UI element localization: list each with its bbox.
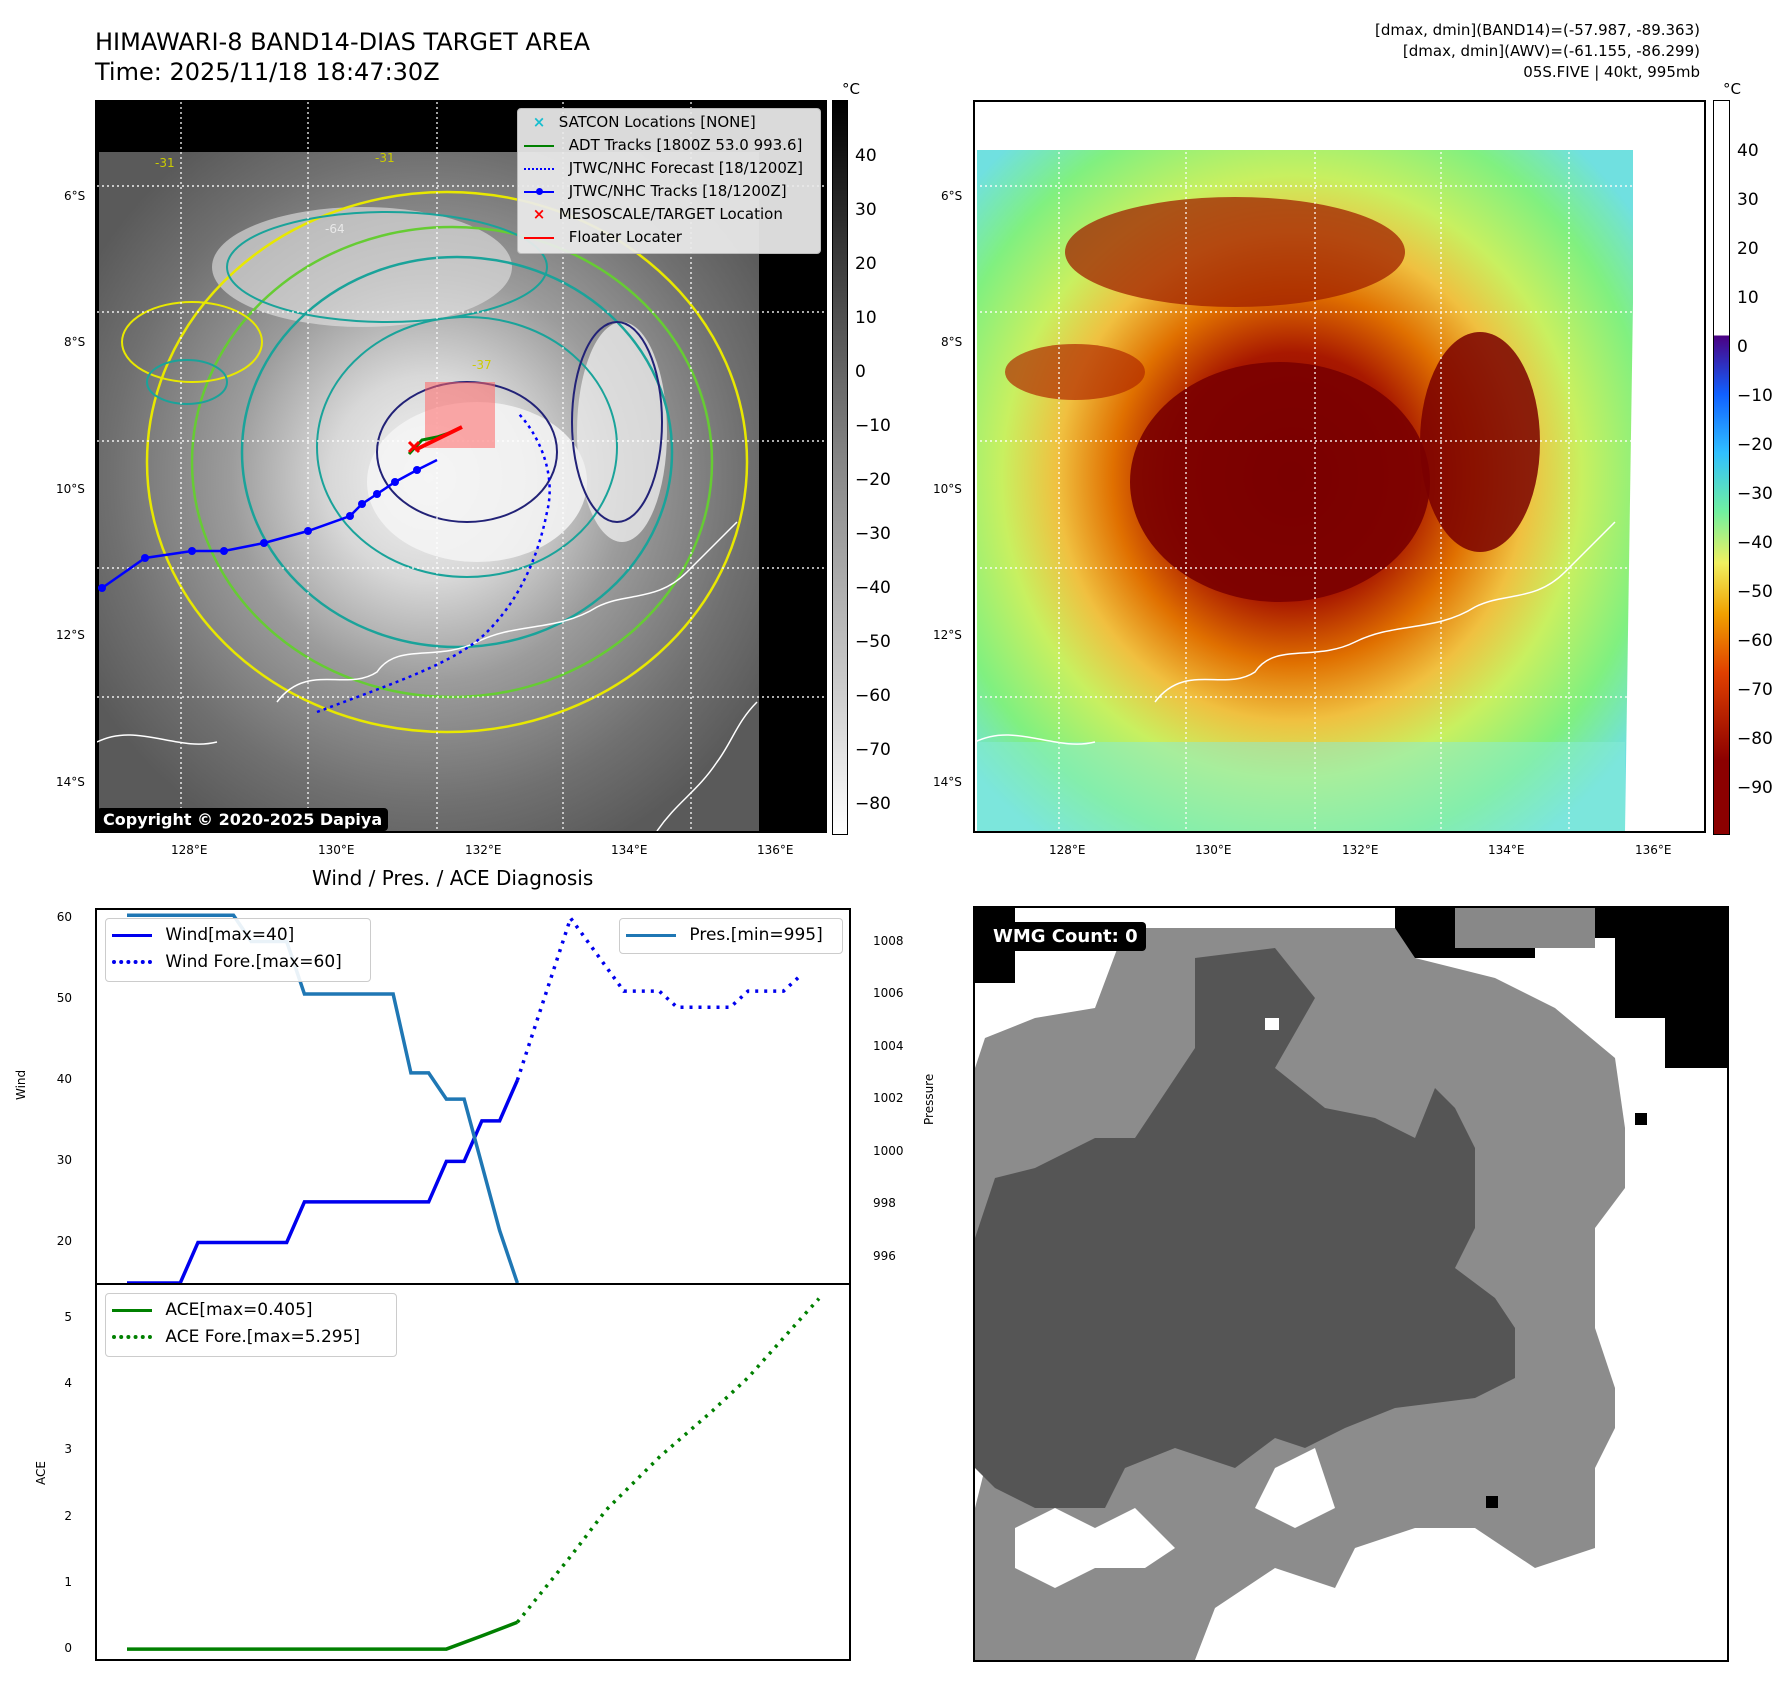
wind-tick-label: 30 [56,1153,72,1168]
series-line-1 [515,914,803,1081]
wind-legend: Wind[max=40] Wind Fore.[max=60] [105,918,371,982]
ace-tick-label: 4 [64,1376,72,1391]
x-marker-icon: × [532,205,546,223]
legend-mesoscale: × MESOSCALE/TARGET Location [524,205,783,223]
legend-wind: Wind[max=40] [112,925,294,945]
legend-satcon: × SATCON Locations [NONE] [524,113,756,131]
legend-jtwc-forecast: JTWC/NHC Forecast [18/1200Z] [524,159,803,177]
contour-label: -31 [375,151,395,165]
legend-adt-tracks: ADT Tracks [1800Z 53.0 993.6] [524,136,802,154]
wind-pressure-panel: Wind[max=40] Wind Fore.[max=60] Pres.[mi… [95,908,851,1285]
lon-label: 130°E [1195,843,1232,857]
dotted-line-icon [112,1335,152,1339]
wind-tick-label: 50 [56,991,72,1006]
line-marker-icon [626,933,676,937]
page-subtitle-time: Time: 2025/11/18 18:47:30Z [95,58,440,86]
awv-colorbar-unit: °C [1723,80,1741,98]
wind-axis-label: Wind [14,1069,28,1100]
pressure-tick-label: 1004 [873,1038,904,1053]
wind-tick-label: 20 [56,1234,72,1249]
ace-plot [127,1297,821,1651]
ir-colorbar [832,100,848,835]
line-marker-icon [524,144,554,147]
lon-label: 130°E [318,843,355,857]
info-storm-summary: 05S.FIVE | 40kt, 995mb [1523,63,1700,81]
lon-label: 128°E [1049,843,1086,857]
diagnosis-title: Wind / Pres. / ACE Diagnosis [312,866,594,890]
pressure-tick-label: 996 [873,1248,896,1263]
lon-label: 132°E [465,843,502,857]
lat-label: 12°S [933,628,962,642]
line-marker-icon [524,236,554,239]
contour-label: -31 [155,156,175,170]
lon-label: 128°E [171,843,208,857]
wind-tick-label: 40 [56,1072,72,1087]
lon-label: 134°E [1488,843,1525,857]
lat-label: 10°S [56,482,85,496]
wind-tick-label: 60 [56,910,72,925]
legend-ace: ACE[max=0.405] [112,1300,313,1320]
lat-label: 8°S [941,335,963,349]
pressure-tick-label: 1000 [873,1143,904,1158]
lat-label: 8°S [64,335,86,349]
lon-label: 136°E [757,843,794,857]
ace-tick-label: 3 [64,1442,72,1457]
awv-map-panel [973,100,1706,833]
legend-jtwc-tracks: JTWC/NHC Tracks [18/1200Z] [524,182,787,200]
lat-label: 10°S [933,482,962,496]
lon-label: 136°E [1635,843,1672,857]
line-marker-icon [112,1308,152,1312]
contour-label: -37 [472,358,492,372]
wmg-image [975,908,1727,1660]
ir-map-legend: × SATCON Locations [NONE] ADT Tracks [18… [517,108,821,254]
ace-tick-label: 5 [64,1310,72,1325]
ace-tick-label: 1 [64,1574,72,1589]
pressure-tick-label: 1008 [873,933,904,948]
awv-colorbar [1713,100,1730,835]
legend-floater: Floater Locater [524,228,682,246]
wmg-panel: WMG Count: 0 [973,906,1729,1662]
ace-series-line-1 [515,1297,821,1624]
line-dot-icon [524,187,554,195]
legend-wind-forecast: Wind Fore.[max=60] [112,952,342,972]
ir-colorbar-unit: °C [842,80,860,98]
x-marker-icon: × [532,113,546,131]
ace-axis-label: ACE [34,1461,48,1485]
wmg-count-badge: WMG Count: 0 [985,922,1146,951]
ace-series-line-0 [127,1620,518,1651]
ir-map-panel: -31 -31 -64 -37 × SATCON Locations [NONE… [95,100,827,833]
ace-tick-label: 0 [64,1641,72,1656]
dotted-line-icon [112,960,152,964]
lat-label: 6°S [64,189,86,203]
ace-legend: ACE[max=0.405] ACE Fore.[max=5.295] [105,1293,397,1357]
legend-pressure: Pres.[min=995] [626,925,823,945]
info-awv-range: [dmax, dmin](AWV)=(-61.155, -86.299) [1402,42,1700,60]
lat-label: 14°S [56,775,85,789]
line-marker-icon [112,933,152,937]
ace-tick-label: 2 [64,1508,72,1523]
page-title: HIMAWARI-8 BAND14-DIAS TARGET AREA [95,28,591,56]
dotted-line-icon [524,167,554,170]
pressure-tick-label: 998 [873,1196,896,1211]
pressure-legend: Pres.[min=995] [619,918,843,954]
pressure-tick-label: 1006 [873,986,904,1001]
lat-label: 14°S [933,775,962,789]
series-line-0 [127,1079,519,1283]
legend-ace-forecast: ACE Fore.[max=5.295] [112,1327,360,1347]
copyright-badge: Copyright © 2020-2025 Dapiya [97,808,389,831]
lon-label: 132°E [1342,843,1379,857]
pressure-axis-label: Pressure [922,1073,936,1125]
contour-label: -64 [325,222,345,236]
pressure-tick-label: 1002 [873,1091,904,1106]
lat-label: 6°S [941,189,963,203]
awv-map-image [975,102,1704,831]
lat-label: 12°S [56,628,85,642]
info-band14-range: [dmax, dmin](BAND14)=(-57.987, -89.363) [1375,21,1700,39]
lon-label: 134°E [611,843,648,857]
ace-panel: ACE[max=0.405] ACE Fore.[max=5.295] [95,1283,851,1661]
